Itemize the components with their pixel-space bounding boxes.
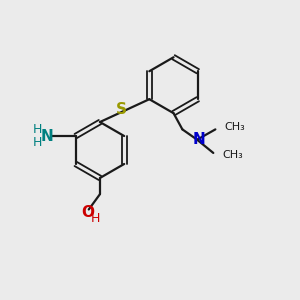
Text: S: S <box>116 102 127 117</box>
Text: H: H <box>91 212 100 225</box>
Text: H: H <box>33 123 42 136</box>
Text: H: H <box>33 136 42 149</box>
Text: N: N <box>40 128 53 143</box>
Text: CH₃: CH₃ <box>225 122 245 132</box>
Text: CH₃: CH₃ <box>223 150 244 160</box>
Text: N: N <box>192 132 205 147</box>
Text: O: O <box>81 205 94 220</box>
